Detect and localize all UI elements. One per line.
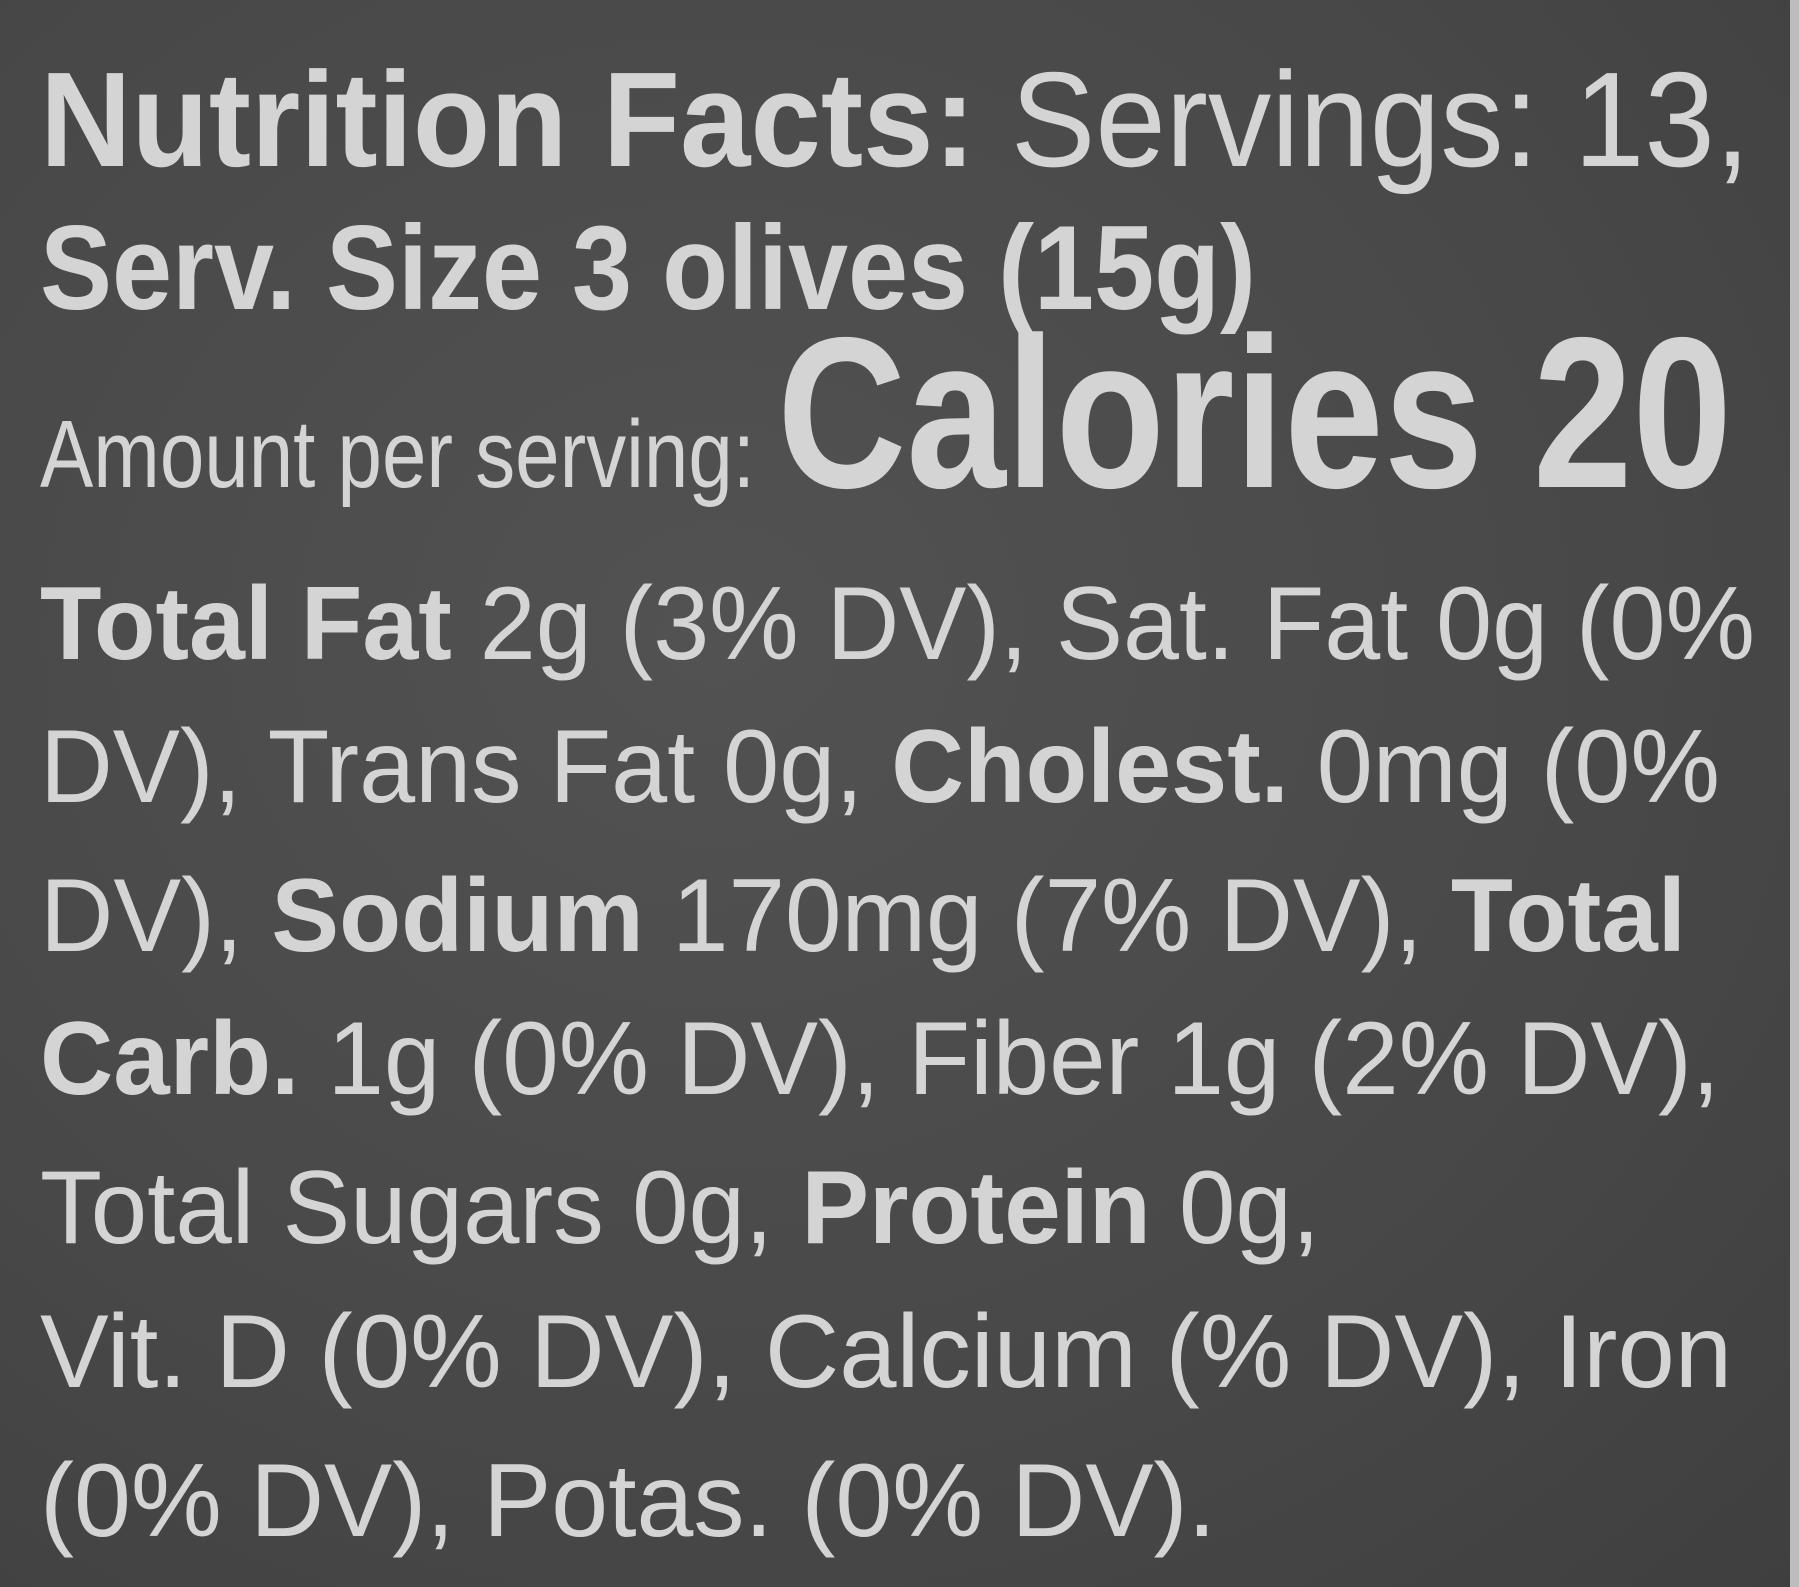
label-line-carb: Carb. 1g (0% DV), Fiber 1g (2% DV), <box>40 1007 1720 1111</box>
label-line-cholesterol: DV), Trans Fat 0g, Cholest. 0mg (0% <box>40 715 1720 819</box>
label-bold-text: Total <box>1450 857 1686 974</box>
label-text: 0mg (0% <box>1288 708 1720 825</box>
label-text: 1g (0% DV), Fiber 1g (2% DV), <box>299 1000 1720 1117</box>
label-line-serving-size: Serv. Size 3 olives (15g) <box>40 208 1256 328</box>
label-text: 170mg (7% DV), <box>643 857 1451 974</box>
label-text: 0g, <box>1150 1149 1320 1266</box>
package-edge <box>1790 0 1799 1587</box>
label-bold-text: Carb. <box>40 1000 300 1117</box>
label-text: Servings: 13, <box>975 43 1750 195</box>
label-line-protein: Total Sugars 0g, Protein 0g, <box>40 1156 1320 1260</box>
label-text: Vit. D (0% DV), Calcium (% DV), Iron <box>40 1293 1732 1410</box>
label-text: Total Sugars 0g, <box>40 1149 802 1266</box>
label-line-sodium: DV), Sodium 170mg (7% DV), Total <box>40 864 1686 968</box>
label-bold-text: Cholest. <box>891 708 1289 825</box>
label-bold-text: Nutrition Facts: <box>40 43 976 195</box>
label-bold-text: Calories 20 <box>777 291 1732 533</box>
label-line-potassium: (0% DV), Potas. (0% DV). <box>40 1449 1216 1553</box>
label-text: (0% DV), Potas. (0% DV). <box>40 1442 1216 1559</box>
label-line-calories: Amount per serving: Calories 20 <box>40 305 1732 520</box>
label-text: 2g (3% DV), Sat. Fat 0g (0% <box>451 565 1755 682</box>
label-text: DV), <box>40 857 272 974</box>
label-text: Amount per serving: <box>40 400 778 508</box>
label-bold-text: Serv. Size 3 olives (15g) <box>40 201 1256 336</box>
label-bold-text: Protein <box>801 1149 1151 1266</box>
label-text: DV), Trans Fat 0g, <box>40 708 892 825</box>
label-line-fat: Total Fat 2g (3% DV), Sat. Fat 0g (0% <box>40 572 1755 676</box>
label-line-vitamins: Vit. D (0% DV), Calcium (% DV), Iron <box>40 1300 1732 1404</box>
label-line-title: Nutrition Facts: Servings: 13, <box>40 52 1750 187</box>
label-bold-text: Total Fat <box>40 565 452 682</box>
label-bold-text: Sodium <box>271 857 644 974</box>
